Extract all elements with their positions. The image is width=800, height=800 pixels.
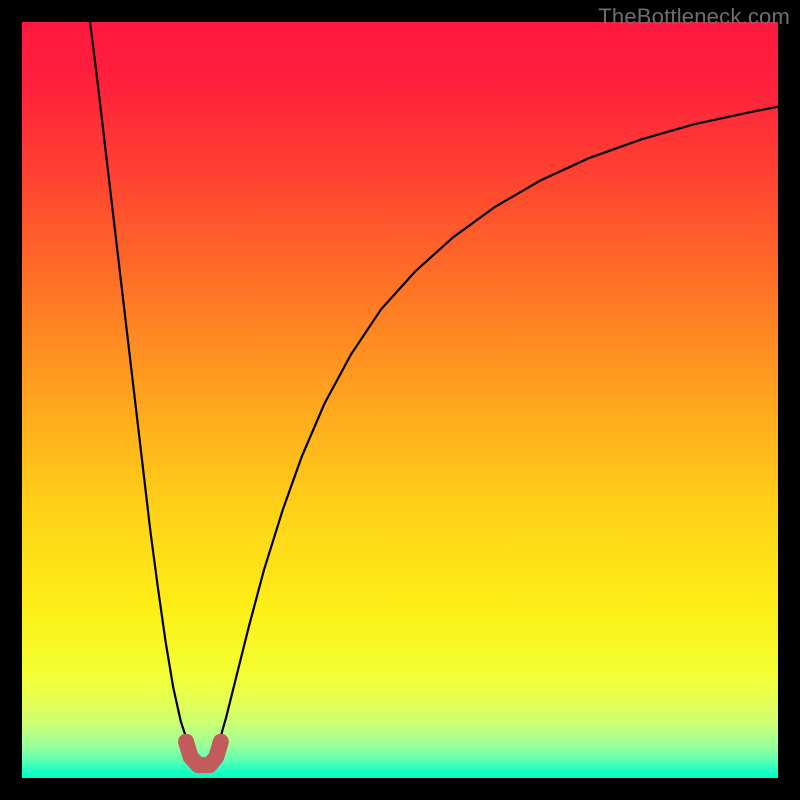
- chart-svg: [0, 0, 800, 800]
- figure-canvas: TheBottleneck.com: [0, 0, 800, 800]
- watermark-text: TheBottleneck.com: [598, 4, 790, 30]
